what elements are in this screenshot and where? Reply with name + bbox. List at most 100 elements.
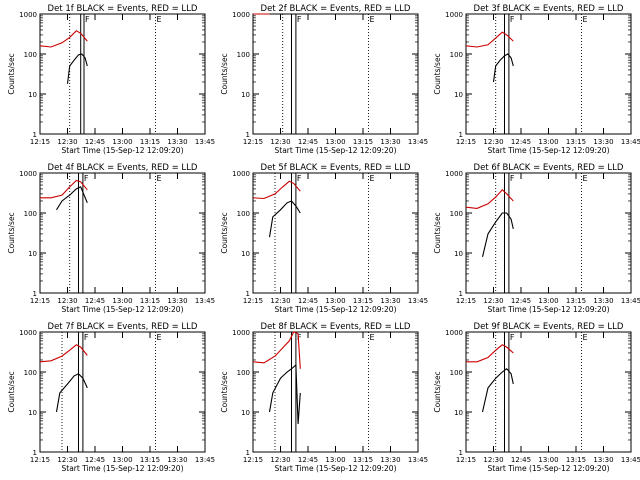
chart-title: Det 5f BLACK = Events, RED = LLD	[261, 163, 411, 173]
plot-frame	[465, 331, 632, 453]
lld-series-line	[465, 31, 514, 48]
marker-label: F	[510, 174, 515, 183]
x-tick-label: 12:15	[456, 297, 476, 305]
chart-title: Det 6f BLACK = Events, RED = LLD	[474, 163, 624, 173]
y-axis-label: Counts/sec	[433, 53, 442, 94]
events-series-line	[268, 363, 301, 425]
x-tick-label: 12:15	[456, 138, 476, 146]
y-tick-label: 100	[450, 51, 463, 59]
x-tick-label: 12:30	[57, 456, 77, 464]
marker-label: E	[370, 174, 375, 183]
y-tick-label: 1	[459, 131, 463, 139]
lld-series-line	[465, 189, 514, 209]
plot-frame	[39, 172, 206, 294]
y-tick-label: 10	[454, 91, 463, 99]
x-tick-label: 12:30	[270, 297, 290, 305]
y-tick-label: 1	[33, 449, 37, 457]
events-series-line	[55, 373, 88, 413]
x-axis-label: Start Time (15-Sep-12 12:09:20)	[62, 146, 184, 155]
y-tick-label: 1	[459, 449, 463, 457]
x-tick-label: 13:30	[593, 138, 613, 146]
events-series-line	[481, 368, 514, 413]
y-axis-label: Counts/sec	[7, 371, 16, 412]
marker-label: F	[84, 174, 89, 183]
chart-panel-1: Det 1f BLACK = Events, RED = LLD 1 10 100 10…	[7, 4, 215, 155]
plot-frame	[465, 172, 632, 294]
x-tick-label: 13:45	[195, 456, 215, 464]
x-tick-label: 12:45	[85, 297, 105, 305]
x-tick-label: 12:30	[270, 138, 290, 146]
x-tick-label: 12:45	[298, 297, 318, 305]
x-tick-label: 13:30	[167, 456, 187, 464]
x-tick-label: 13:45	[195, 297, 215, 305]
x-axis-label: Start Time (15-Sep-12 12:09:20)	[275, 146, 397, 155]
marker-label: F	[510, 333, 515, 342]
plot-frame	[39, 331, 206, 453]
y-tick-label: 1	[33, 131, 37, 139]
y-tick-label: 1	[246, 449, 250, 457]
y-axis-label: Counts/sec	[220, 371, 229, 412]
x-tick-label: 13:00	[112, 456, 132, 464]
y-tick-label: 10	[28, 409, 37, 417]
events-series-line	[492, 53, 514, 83]
events-series-line	[66, 53, 88, 84]
y-tick-label: 1000	[232, 170, 250, 178]
y-tick-label: 10	[454, 409, 463, 417]
chart-panel-7: Det 7f BLACK = Events, RED = LLD 1 10 100 10…	[7, 322, 215, 473]
x-tick-label: 13:45	[408, 138, 428, 146]
y-axis-label: Counts/sec	[433, 212, 442, 253]
x-axis-label: Start Time (15-Sep-12 12:09:20)	[488, 464, 610, 473]
marker-label: F	[510, 15, 515, 24]
x-tick-label: 13:15	[140, 138, 160, 146]
x-tick-label: 12:45	[298, 138, 318, 146]
y-tick-label: 10	[241, 250, 250, 258]
x-tick-label: 13:15	[353, 456, 373, 464]
x-tick-label: 13:30	[167, 138, 187, 146]
y-tick-label: 1000	[445, 170, 463, 178]
x-tick-label: 13:00	[538, 138, 558, 146]
x-tick-label: 13:45	[621, 138, 640, 146]
y-tick-label: 1000	[232, 329, 250, 337]
x-tick-label: 13:30	[593, 297, 613, 305]
y-tick-label: 1000	[19, 170, 37, 178]
x-tick-label: 13:15	[566, 456, 586, 464]
x-tick-label: 13:15	[566, 297, 586, 305]
y-tick-label: 10	[241, 409, 250, 417]
x-tick-label: 13:45	[195, 138, 215, 146]
marker-label: F	[297, 174, 302, 183]
x-tick-label: 13:00	[325, 138, 345, 146]
x-tick-label: 12:15	[30, 138, 50, 146]
y-axis-label: Counts/sec	[7, 53, 16, 94]
y-tick-label: 1000	[19, 11, 37, 19]
y-tick-label: 10	[28, 250, 37, 258]
x-tick-label: 13:00	[538, 297, 558, 305]
x-tick-label: 12:30	[483, 297, 503, 305]
x-tick-label: 13:30	[167, 297, 187, 305]
y-tick-label: 100	[24, 210, 37, 218]
lld-series-line	[252, 331, 301, 369]
marker-label: E	[583, 15, 588, 24]
x-tick-label: 13:30	[380, 138, 400, 146]
y-tick-label: 1000	[445, 329, 463, 337]
marker-label: E	[157, 174, 162, 183]
x-axis-label: Start Time (15-Sep-12 12:09:20)	[275, 305, 397, 314]
events-series-line	[268, 200, 301, 238]
lld-series-line	[252, 180, 301, 200]
x-tick-label: 13:15	[353, 297, 373, 305]
marker-label: E	[583, 333, 588, 342]
x-tick-label: 12:45	[511, 456, 531, 464]
y-axis-label: Counts/sec	[433, 371, 442, 412]
x-tick-label: 13:00	[325, 456, 345, 464]
y-axis-label: Counts/sec	[220, 53, 229, 94]
lld-series-line	[466, 344, 514, 363]
x-tick-label: 13:15	[140, 456, 160, 464]
y-tick-label: 100	[24, 51, 37, 59]
y-tick-label: 10	[454, 250, 463, 258]
marker-label: E	[157, 333, 162, 342]
y-tick-label: 100	[237, 369, 250, 377]
x-tick-label: 12:45	[85, 138, 105, 146]
events-series-line	[481, 212, 514, 258]
x-tick-label: 13:45	[408, 456, 428, 464]
chart-panel-6: Det 6f BLACK = Events, RED = LLD 1 10 100 10…	[433, 163, 640, 314]
